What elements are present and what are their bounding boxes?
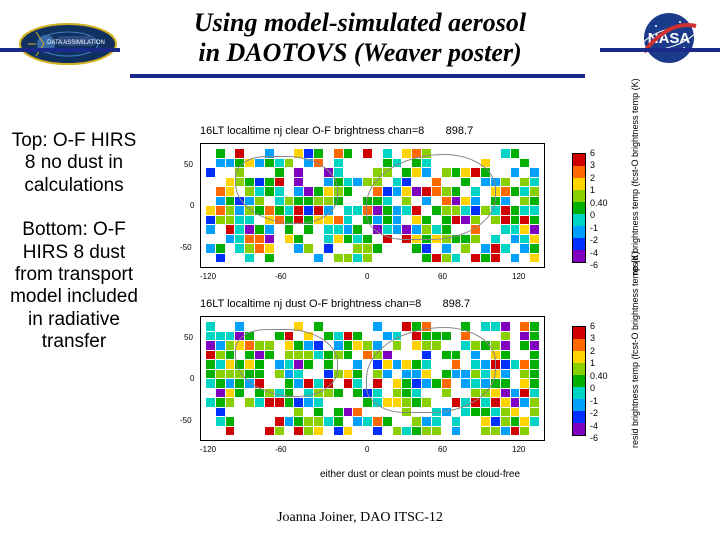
y-tick: 0 [190,374,194,383]
dao-logo: DATA ASSIMILATION [18,22,118,66]
plot-footnote: either dust or clean points must be clou… [170,469,670,480]
y-tick: 0 [190,201,194,210]
colorbar-tick: 0 [590,211,595,220]
colorbar-tick: 3 [590,161,595,170]
header-rules [0,74,720,80]
colorbar-tick: -1 [590,224,598,233]
x-tick: 120 [512,445,525,454]
x-tick: 0 [365,272,369,281]
sidebar-bottom-caption: Bottom: O-F HIRS 8 dust from transport m… [4,219,144,353]
slide-footer: Joanna Joiner, DAO ITSC-12 [0,510,720,526]
colorbar-tick: 0 [590,384,595,393]
colorbar-tick: 6 [590,149,595,158]
header: DATA ASSIMILATION Using model-simulated … [0,0,720,90]
plot-region: 16LT localtime nj clear O-F brightness c… [170,125,670,480]
plot-top: 16LT localtime nj clear O-F brightness c… [170,125,670,290]
colorbar-tick: -4 [590,422,598,431]
colorbar-tick: 0.40 [590,199,608,208]
rule-seg [0,48,120,52]
y-tick: -50 [180,416,192,425]
x-tick: 0 [365,445,369,454]
colorbar-axis-label: resid brightness temp (fcst-O brightness… [630,318,640,448]
colorbar-tick: -6 [590,434,598,443]
plot-top-map [200,143,545,268]
y-tick: 50 [184,160,193,169]
svg-text:DATA ASSIMILATION: DATA ASSIMILATION [47,40,105,46]
sidebar-text: Top: O-F HIRS 8 no dust in calculations … [4,130,144,376]
sidebar-top-caption: Top: O-F HIRS 8 no dust in calculations [4,130,144,197]
colorbar-tick: 6 [590,322,595,331]
plot-bottom-map [200,316,545,441]
x-tick: 60 [438,445,447,454]
plot-top-title: 16LT localtime nj clear O-F brightness c… [170,125,670,137]
colorbar-tick: -4 [590,249,598,258]
plot-bottom: 16LT localtime nj dust O-F brightness ch… [170,298,670,463]
colorbar-tick: -2 [590,236,598,245]
colorbar-tick: 1 [590,186,595,195]
colorbar-tick: -2 [590,409,598,418]
colorbar-tick: -6 [590,261,598,270]
x-tick: 60 [438,272,447,281]
x-tick: -120 [200,445,216,454]
rule-seg [130,74,585,78]
x-tick: -120 [200,272,216,281]
colorbar-tick: 2 [590,347,595,356]
x-tick: -60 [275,445,287,454]
colorbar-bottom [572,326,586,436]
x-tick: 120 [512,272,525,281]
colorbar-tick: 1 [590,359,595,368]
rule-seg [600,48,720,52]
y-tick: 50 [184,333,193,342]
title-line-2: in DAOTOVS (Weaver poster) [120,38,600,68]
x-tick: -60 [275,272,287,281]
colorbar-tick: 2 [590,174,595,183]
colorbar-tick: 3 [590,334,595,343]
y-tick: -50 [180,243,192,252]
colorbar-top [572,153,586,263]
colorbar-tick: 0.40 [590,372,608,381]
colorbar-tick: -1 [590,397,598,406]
nasa-logo: NASA [638,12,700,64]
plot-bottom-title: 16LT localtime nj dust O-F brightness ch… [170,298,670,310]
title-line-1: Using model-simulated aerosol [120,8,600,38]
